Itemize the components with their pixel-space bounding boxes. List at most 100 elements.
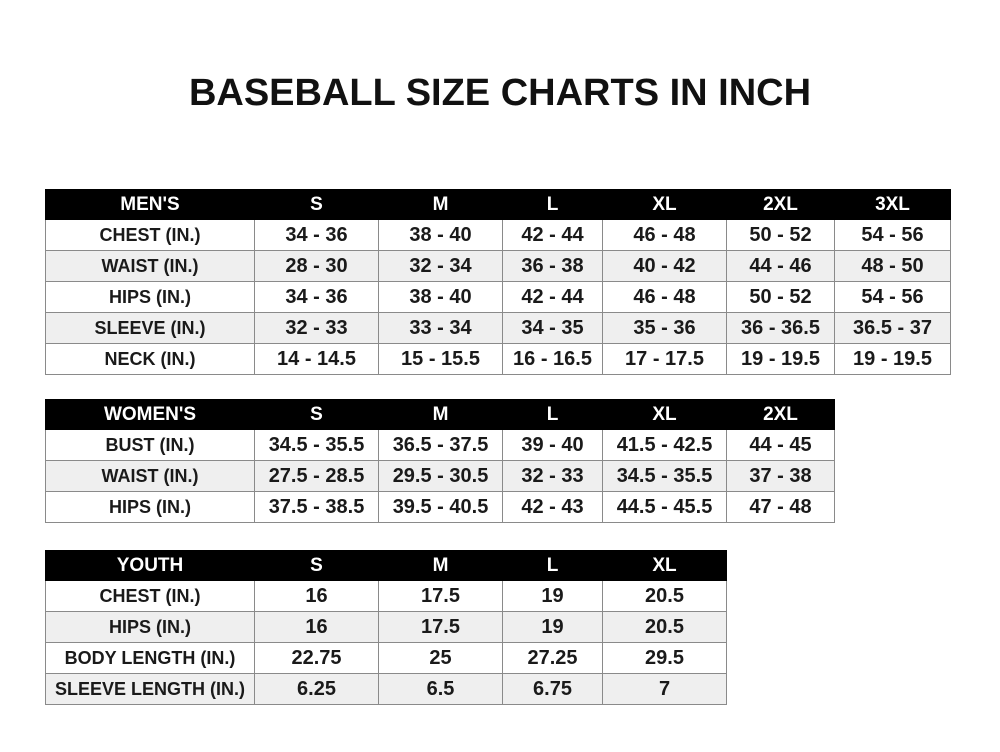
size-value-cell: 34.5 - 35.5 [602, 460, 727, 492]
size-value-cell: 38 - 40 [378, 281, 503, 313]
size-column-header: L [502, 399, 603, 430]
size-value-cell: 36 - 36.5 [726, 312, 835, 344]
measurement-label: WAIST (IN.) [45, 250, 255, 282]
size-column-header: L [502, 189, 603, 220]
size-column-header: M [378, 550, 503, 581]
size-value-cell: 50 - 52 [726, 219, 835, 251]
table-category-header: WOMEN'S [45, 399, 255, 430]
size-value-cell: 32 - 34 [378, 250, 503, 282]
page-title: BASEBALL SIZE CHARTS IN INCH [188, 72, 812, 114]
size-value-cell: 36.5 - 37 [834, 312, 951, 344]
mens-size-table: MEN'S S M L XL 2XL 3XL CHEST (IN.) 34 - 36 38 - 4… [45, 189, 951, 375]
size-value-cell: 27.25 [502, 642, 603, 674]
size-value-cell: 39 - 40 [502, 429, 603, 461]
size-value-cell: 44.5 - 45.5 [602, 491, 727, 523]
size-column-header: S [254, 399, 379, 430]
size-value-cell: 37 - 38 [726, 460, 835, 492]
size-value-cell: 6.75 [502, 673, 603, 705]
size-column-header: L [502, 550, 603, 581]
size-value-cell: 17.5 [378, 611, 503, 643]
size-value-cell: 54 - 56 [834, 219, 951, 251]
size-value-cell: 32 - 33 [502, 460, 603, 492]
size-value-cell: 41.5 - 42.5 [602, 429, 727, 461]
size-value-cell: 42 - 44 [502, 219, 603, 251]
womens-size-table: WOMEN'S S M L XL 2XL BUST (IN.) 34.5 - 35.5 36.5… [45, 399, 835, 523]
size-value-cell: 29.5 - 30.5 [378, 460, 503, 492]
size-value-cell: 42 - 43 [502, 491, 603, 523]
measurement-label: NECK (IN.) [45, 343, 255, 375]
table-row: CHEST (IN.) 16 17.5 19 20.5 [45, 580, 727, 612]
size-column-header: M [378, 189, 503, 220]
size-column-header: 3XL [834, 189, 951, 220]
size-value-cell: 19 - 19.5 [834, 343, 951, 375]
size-column-header: M [378, 399, 503, 430]
size-value-cell: 48 - 50 [834, 250, 951, 282]
table-row: NECK (IN.) 14 - 14.5 15 - 15.5 16 - 16.5 17 … [45, 343, 951, 375]
table-category-header: YOUTH [45, 550, 255, 581]
measurement-label: HIPS (IN.) [45, 281, 255, 313]
table-row: HIPS (IN.) 37.5 - 38.5 39.5 - 40.5 42 - 43 4… [45, 491, 835, 523]
size-value-cell: 50 - 52 [726, 281, 835, 313]
header-row: WOMEN'S S M L XL 2XL [45, 399, 835, 430]
size-value-cell: 29.5 [602, 642, 727, 674]
size-value-cell: 20.5 [602, 611, 727, 643]
size-column-header: S [254, 189, 379, 220]
size-value-cell: 44 - 46 [726, 250, 835, 282]
size-value-cell: 46 - 48 [602, 219, 727, 251]
size-value-cell: 20.5 [602, 580, 727, 612]
measurement-label: CHEST (IN.) [45, 219, 255, 251]
size-value-cell: 25 [378, 642, 503, 674]
size-value-cell: 15 - 15.5 [378, 343, 503, 375]
measurement-label: WAIST (IN.) [45, 460, 255, 492]
measurement-label: HIPS (IN.) [45, 611, 255, 643]
size-value-cell: 17 - 17.5 [602, 343, 727, 375]
size-value-cell: 19 [502, 580, 603, 612]
size-value-cell: 34.5 - 35.5 [254, 429, 379, 461]
size-value-cell: 17.5 [378, 580, 503, 612]
measurement-label: BODY LENGTH (IN.) [45, 642, 255, 674]
size-value-cell: 54 - 56 [834, 281, 951, 313]
size-column-header: XL [602, 399, 727, 430]
size-value-cell: 6.25 [254, 673, 379, 705]
size-value-cell: 47 - 48 [726, 491, 835, 523]
size-value-cell: 34 - 35 [502, 312, 603, 344]
size-value-cell: 34 - 36 [254, 281, 379, 313]
table-row: BODY LENGTH (IN.) 22.75 25 27.25 29.5 [45, 642, 727, 674]
size-value-cell: 35 - 36 [602, 312, 727, 344]
size-value-cell: 19 [502, 611, 603, 643]
size-value-cell: 19 - 19.5 [726, 343, 835, 375]
size-value-cell: 6.5 [378, 673, 503, 705]
measurement-label: HIPS (IN.) [45, 491, 255, 523]
size-column-header: 2XL [726, 189, 835, 220]
size-value-cell: 37.5 - 38.5 [254, 491, 379, 523]
size-value-cell: 33 - 34 [378, 312, 503, 344]
size-value-cell: 27.5 - 28.5 [254, 460, 379, 492]
size-value-cell: 44 - 45 [726, 429, 835, 461]
table-row: BUST (IN.) 34.5 - 35.5 36.5 - 37.5 39 - 40 4… [45, 429, 835, 461]
youth-size-table: YOUTH S M L XL CHEST (IN.) 16 17.5 19 20.5 HIPS (I… [45, 550, 727, 705]
size-value-cell: 36.5 - 37.5 [378, 429, 503, 461]
header-row: YOUTH S M L XL [45, 550, 727, 581]
size-value-cell: 42 - 44 [502, 281, 603, 313]
size-column-header: 2XL [726, 399, 835, 430]
table-row: SLEEVE LENGTH (IN.) 6.25 6.5 6.75 7 [45, 673, 727, 705]
table-row: HIPS (IN.) 34 - 36 38 - 40 42 - 44 46 - 48 50… [45, 281, 951, 313]
measurement-label: CHEST (IN.) [45, 580, 255, 612]
size-value-cell: 16 [254, 580, 379, 612]
size-value-cell: 28 - 30 [254, 250, 379, 282]
size-value-cell: 34 - 36 [254, 219, 379, 251]
size-column-header: XL [602, 550, 727, 581]
size-value-cell: 46 - 48 [602, 281, 727, 313]
header-row: MEN'S S M L XL 2XL 3XL [45, 189, 951, 220]
table-row: HIPS (IN.) 16 17.5 19 20.5 [45, 611, 727, 643]
table-row: WAIST (IN.) 27.5 - 28.5 29.5 - 30.5 32 - 33… [45, 460, 835, 492]
size-value-cell: 39.5 - 40.5 [378, 491, 503, 523]
table-category-header: MEN'S [45, 189, 255, 220]
size-value-cell: 7 [602, 673, 727, 705]
table-row: SLEEVE (IN.) 32 - 33 33 - 34 34 - 35 35 - 36… [45, 312, 951, 344]
size-value-cell: 16 - 16.5 [502, 343, 603, 375]
size-value-cell: 22.75 [254, 642, 379, 674]
size-value-cell: 38 - 40 [378, 219, 503, 251]
size-value-cell: 32 - 33 [254, 312, 379, 344]
size-column-header: S [254, 550, 379, 581]
